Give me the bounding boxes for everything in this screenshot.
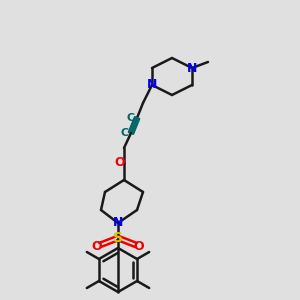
Text: C: C <box>127 113 135 123</box>
Text: N: N <box>113 217 123 230</box>
Text: N: N <box>187 61 197 74</box>
Text: O: O <box>134 241 144 254</box>
Text: O: O <box>92 241 102 254</box>
Text: N: N <box>147 79 157 92</box>
Text: S: S <box>113 231 123 245</box>
Text: C: C <box>121 128 129 138</box>
Text: O: O <box>115 157 125 169</box>
